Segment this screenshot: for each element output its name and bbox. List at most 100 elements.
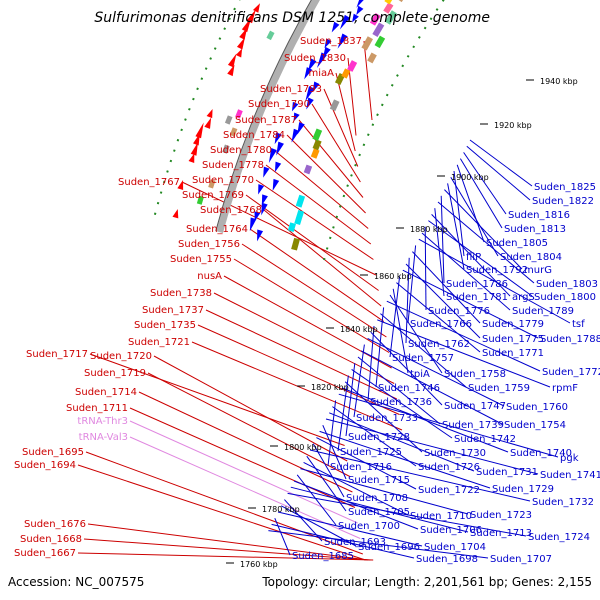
cog-block xyxy=(312,139,322,151)
right-gene-label: Suden_1706 xyxy=(420,525,482,536)
right-gene-label: Suden_1729 xyxy=(492,484,554,495)
right-gene-label: Suden_1772 xyxy=(542,367,600,378)
leader-line xyxy=(389,294,443,374)
scale-label: 1880 kbp xyxy=(410,225,448,234)
reverse-gene-arrow xyxy=(352,13,359,23)
leader-line xyxy=(147,372,351,477)
right-gene-label: murG xyxy=(524,265,552,276)
right-gene-label: Suden_1700 xyxy=(338,521,400,532)
reverse-gene-arrow xyxy=(261,202,268,216)
forward-gene-arrow xyxy=(195,122,204,139)
left-gene-label: Suden_1737 xyxy=(142,305,204,316)
genome-rings xyxy=(153,0,445,261)
leader-line xyxy=(87,523,369,561)
leader-line xyxy=(77,552,374,561)
leader-line xyxy=(213,292,395,384)
right-gene-label: Suden_1822 xyxy=(532,196,594,207)
left-gene-label: Suden_1790 xyxy=(248,99,310,110)
cog-block xyxy=(361,36,373,51)
cog-block xyxy=(208,179,216,189)
leader-line xyxy=(287,492,527,537)
left-gene-label: Suden_1695 xyxy=(22,447,84,458)
right-gene-label: Suden_1685 xyxy=(292,551,354,562)
right-gene-label: Suden_1716 xyxy=(330,462,392,473)
right-gene-label: Suden_1708 xyxy=(346,493,408,504)
dotted-track-inner xyxy=(323,0,445,261)
left-gene-label: Suden_1755 xyxy=(170,254,232,265)
cog-block xyxy=(224,115,233,125)
reverse-gene-arrow xyxy=(312,81,320,93)
left-gene-label: Suden_1676 xyxy=(24,519,86,530)
leader-line xyxy=(389,276,401,358)
leader-line xyxy=(345,363,356,437)
right-gene-label: Suden_1816 xyxy=(508,210,570,221)
leader-line xyxy=(405,257,410,344)
leader-line xyxy=(241,243,387,338)
cog-block xyxy=(295,194,306,208)
forward-gene-arrow xyxy=(235,48,243,58)
leader-line xyxy=(396,282,481,353)
right-gene-label: Suden_1804 xyxy=(500,252,562,263)
leader-line xyxy=(138,391,353,493)
leader-line xyxy=(357,356,441,425)
left-gene-label: Suden_1767 xyxy=(118,177,180,188)
left-gene-label: Suden_1837 xyxy=(300,36,362,47)
left-gene-label: Suden_1784 xyxy=(223,130,285,141)
reverse-gene-arrow xyxy=(263,166,270,178)
leader-line xyxy=(268,530,489,559)
reverse-gene-arrow xyxy=(258,184,265,195)
leader-line xyxy=(129,420,358,524)
cog-block xyxy=(312,128,323,141)
leader-line xyxy=(444,189,523,270)
left-gene-label: Suden_1720 xyxy=(90,351,152,362)
reverse-gene-arrow xyxy=(324,38,332,49)
left-gene-label: Suden_1717 xyxy=(26,349,88,360)
reverse-gene-arrow xyxy=(291,128,300,143)
leader-line xyxy=(286,134,366,214)
right-gene-label: Suden_1693 xyxy=(324,537,386,548)
right-gene-label: argS xyxy=(512,292,535,303)
left-gene-label: Suden_1769 xyxy=(182,190,244,201)
reverse-gene-arrow xyxy=(356,0,367,8)
leader-line xyxy=(181,181,377,276)
right-gene-label: Suden_1707 xyxy=(490,554,552,565)
leader-line xyxy=(296,474,337,526)
left-gene-label: tRNA-Val3 xyxy=(79,432,128,443)
leader-line xyxy=(263,209,382,307)
left-gene-label: Suden_1719 xyxy=(84,368,146,379)
right-gene-label: pgk xyxy=(560,453,579,464)
leader-line xyxy=(77,464,366,561)
left-gene-label: Suden_1711 xyxy=(66,403,128,414)
leader-line xyxy=(375,307,385,388)
left-gene-label: Suden_1768 xyxy=(200,205,262,216)
left-gene-label: Suden_1667 xyxy=(14,548,76,559)
leader-line xyxy=(418,238,571,324)
leader-line xyxy=(89,353,345,446)
cog-block xyxy=(229,127,238,137)
right-gene-label: Suden_1739 xyxy=(442,420,504,431)
leader-line xyxy=(341,387,509,453)
leader-line xyxy=(265,164,372,245)
right-gene-label: tpiA xyxy=(410,369,430,380)
scale-label: 1760 kbp xyxy=(240,560,278,569)
leader-line xyxy=(335,72,356,152)
leader-line xyxy=(360,350,503,425)
genome-backbone-edge xyxy=(215,0,312,232)
right-gene-label: Suden_1746 xyxy=(378,383,440,394)
leader-line xyxy=(249,228,385,322)
left-gene-label: Suden_1780 xyxy=(210,145,272,156)
cog-block xyxy=(383,2,394,14)
right-gene-label: Suden_1758 xyxy=(444,369,506,380)
right-gene-label: Suden_1736 xyxy=(370,397,432,408)
right-gene-label: Suden_1715 xyxy=(348,475,410,486)
accession-text: Accession: NC_007575 xyxy=(8,575,144,589)
scale-label: 1780 kbp xyxy=(262,505,300,514)
leader-line xyxy=(450,176,499,257)
right-gene-label: Suden_1722 xyxy=(418,485,480,496)
forward-gene-arrow xyxy=(246,9,256,24)
right-gene-label: Suden_1730 xyxy=(424,448,486,459)
cog-block xyxy=(222,144,230,154)
leader-line xyxy=(370,331,443,406)
reverse-gene-arrow xyxy=(291,101,299,112)
leader-line xyxy=(233,258,390,353)
